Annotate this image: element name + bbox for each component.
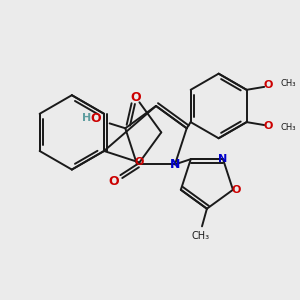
Text: O: O bbox=[130, 91, 141, 104]
Text: O: O bbox=[91, 112, 101, 125]
Text: CH₃: CH₃ bbox=[192, 231, 210, 241]
Text: O: O bbox=[135, 158, 144, 167]
Text: O: O bbox=[263, 80, 273, 90]
Text: CH₃: CH₃ bbox=[281, 122, 296, 131]
Text: O: O bbox=[108, 175, 119, 188]
Text: N: N bbox=[218, 154, 228, 164]
Text: O: O bbox=[263, 121, 273, 131]
Text: CH₃: CH₃ bbox=[281, 80, 296, 88]
Text: H: H bbox=[82, 112, 91, 122]
Text: N: N bbox=[170, 158, 180, 171]
Text: O: O bbox=[231, 185, 241, 195]
